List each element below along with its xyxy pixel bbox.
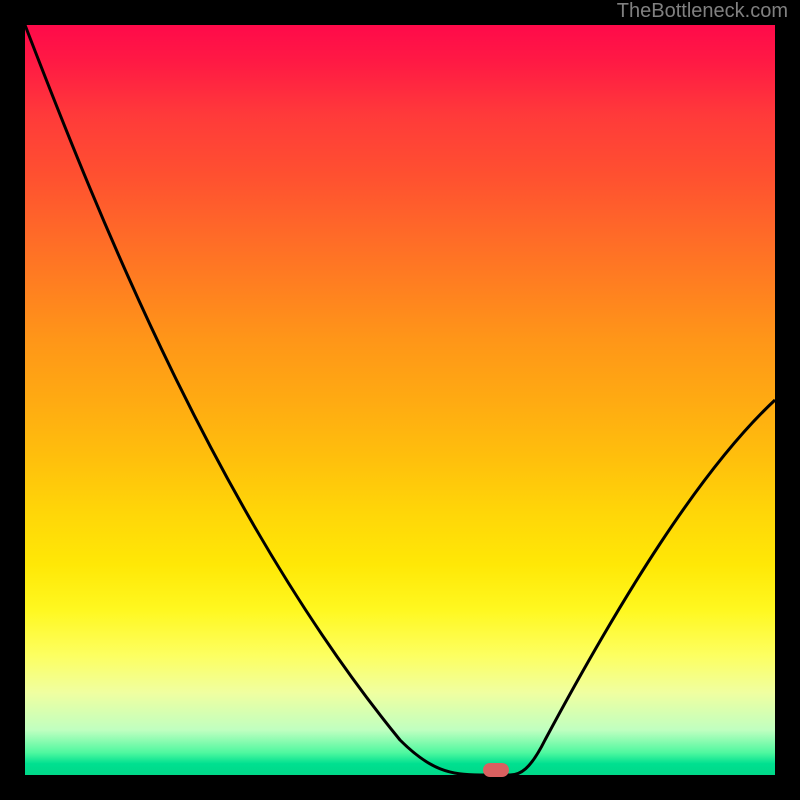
bottleneck-curve (0, 0, 800, 800)
watermark-text: TheBottleneck.com (617, 0, 788, 23)
curve-path (25, 25, 775, 775)
optimal-marker (483, 763, 509, 777)
chart-container: TheBottleneck.com (0, 0, 800, 800)
